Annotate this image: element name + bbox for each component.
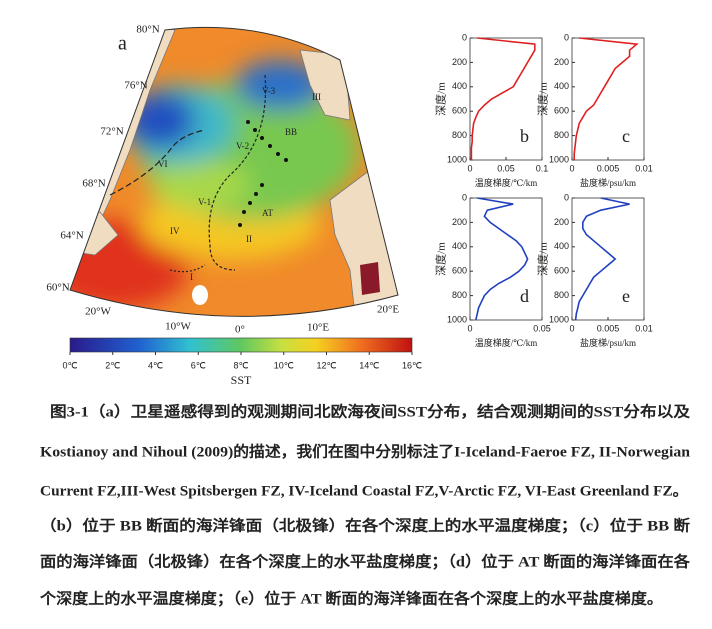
- y-tick-label: 1000: [549, 154, 569, 164]
- y-tick-label: 800: [554, 130, 569, 140]
- plot-frame: [571, 37, 645, 161]
- region-label: I: [190, 272, 193, 282]
- y-tick-label: 800: [452, 290, 467, 300]
- colorbar-tick-label: 12℃: [316, 360, 336, 370]
- x-tick-label: 0.05: [497, 163, 515, 173]
- y-tick-label: 200: [554, 57, 569, 67]
- colorbar-tick-label: 2℃: [105, 360, 120, 370]
- lat-label: 68°N: [82, 178, 105, 190]
- y-axis-label: 深度/m: [434, 242, 448, 276]
- x-axis-label: 盐度梯/psu/km: [580, 177, 636, 188]
- lon-label: 20°E: [377, 304, 399, 316]
- y-tick-label: 200: [554, 217, 569, 227]
- panel-label: b: [520, 126, 529, 146]
- lat-label: 76°N: [124, 80, 147, 92]
- y-tick-label: 1000: [447, 314, 467, 324]
- colorbar-tick-label: 4℃: [148, 360, 163, 370]
- lat-label: 80°N: [136, 24, 159, 36]
- y-tick-label: 600: [452, 266, 467, 276]
- y-tick-label: 0: [462, 32, 467, 42]
- profile-line: [574, 197, 630, 321]
- x-tick-label: 0: [467, 163, 472, 173]
- colorbar-tick-label: 16℃: [402, 360, 422, 370]
- profile-line: [573, 37, 639, 160]
- lon-label: 10°E: [307, 322, 329, 334]
- y-tick-label: 600: [452, 106, 467, 116]
- y-tick-label: 200: [452, 217, 467, 227]
- lat-label: 60°N: [46, 282, 69, 294]
- region-label: AT: [262, 208, 274, 218]
- y-tick-label: 1000: [549, 314, 569, 324]
- y-tick-label: 600: [554, 266, 569, 276]
- colorbar-tick-label: 8℃: [233, 360, 248, 370]
- sst-map: a 80°N 76°N 72°N 68°N 64°N 60°N 20°W 10°W 0° 10°E 2…: [46, 24, 399, 336]
- caption-line: （b）位于 BB 断面的海洋锋面（北极锋）在各个深度上的水平温度梯度；（c）位于…: [40, 516, 690, 534]
- y-tick-label: 0: [564, 32, 569, 42]
- region-label: V-3: [262, 86, 276, 96]
- colorbar-label: SST: [231, 373, 252, 387]
- y-axis-label: 深度/m: [536, 242, 550, 276]
- x-tick-label: 0.005: [597, 323, 620, 333]
- region-label: IV: [170, 226, 180, 236]
- x-tick-label: 0.1: [536, 163, 549, 173]
- y-axis-label: 深度/m: [434, 82, 448, 116]
- panel-label: d: [520, 286, 529, 306]
- y-tick-label: 800: [452, 130, 467, 140]
- region-label: V-2: [236, 141, 249, 151]
- caption-line: 面的海洋锋面（北极锋）在各个深度上的水平盐度梯度；（d）位于 AT 断面的海洋锋…: [40, 552, 691, 570]
- panel-label: c: [622, 126, 630, 146]
- lat-label: 64°N: [60, 230, 83, 242]
- x-tick-label: 0.01: [635, 163, 653, 173]
- y-tick-label: 1000: [447, 154, 467, 164]
- plot-frame: [571, 197, 645, 321]
- caption-line: 个深度上的水平温度梯度；（e）位于 AT 断面的海洋锋面在各个深度上的水平盐度梯…: [39, 589, 663, 607]
- colorbar-tick-label: 6℃: [191, 360, 206, 370]
- y-tick-label: 600: [554, 106, 569, 116]
- lon-label: 10°W: [165, 321, 191, 333]
- caption-line: Current FZ,III-West Spitsbergen FZ, IV-I…: [40, 483, 688, 499]
- panel-label: e: [622, 286, 630, 306]
- colorbar: [69, 337, 413, 353]
- x-tick-label: 0.005: [597, 163, 620, 173]
- lon-label: 20°W: [85, 306, 111, 318]
- region-label: V-1: [198, 197, 211, 207]
- profile-line: [470, 37, 536, 160]
- y-tick-label: 0: [564, 192, 569, 202]
- x-tick-label: 0.05: [533, 323, 551, 333]
- lon-label: 0°: [235, 324, 245, 336]
- region-label: VI: [158, 159, 168, 169]
- colorbar-tick-label: 0℃: [62, 360, 77, 370]
- caption-line: Kostianoy and Nihoul (2009)的描述，我们在图中分别标注…: [40, 442, 691, 460]
- x-tick-label: 0: [467, 323, 472, 333]
- x-tick-label: 0: [569, 163, 574, 173]
- x-axis-label: 温度梯度/℃/km: [475, 177, 538, 188]
- profile-line: [475, 197, 529, 321]
- plot-frame: [469, 197, 543, 321]
- x-axis-label: 盐度梯/psu/km: [580, 337, 636, 348]
- region-label: III: [312, 92, 321, 102]
- x-axis-label: 温度梯度/℃/km: [475, 337, 538, 348]
- y-tick-label: 800: [554, 290, 569, 300]
- panel-label: a: [118, 33, 127, 55]
- x-tick-label: 0.01: [635, 323, 653, 333]
- colorbar-tick-label: 10℃: [274, 360, 294, 370]
- y-tick-label: 0: [462, 192, 467, 202]
- y-axis-label: 深度/m: [536, 82, 550, 116]
- y-tick-label: 400: [452, 81, 467, 91]
- y-tick-label: 400: [452, 241, 467, 251]
- region-label: BB: [285, 127, 297, 137]
- y-tick-label: 400: [554, 241, 569, 251]
- x-tick-label: 0: [569, 323, 574, 333]
- caption-line: 图3-1（a）卫星遥感得到的观测期间北欧海夜间SST分布，结合观测期间的SST分…: [50, 402, 691, 420]
- lat-label: 72°N: [100, 126, 123, 138]
- region-label: II: [246, 234, 252, 244]
- y-tick-label: 200: [452, 57, 467, 67]
- colorbar-tick-label: 14℃: [359, 360, 379, 370]
- y-tick-label: 400: [554, 81, 569, 91]
